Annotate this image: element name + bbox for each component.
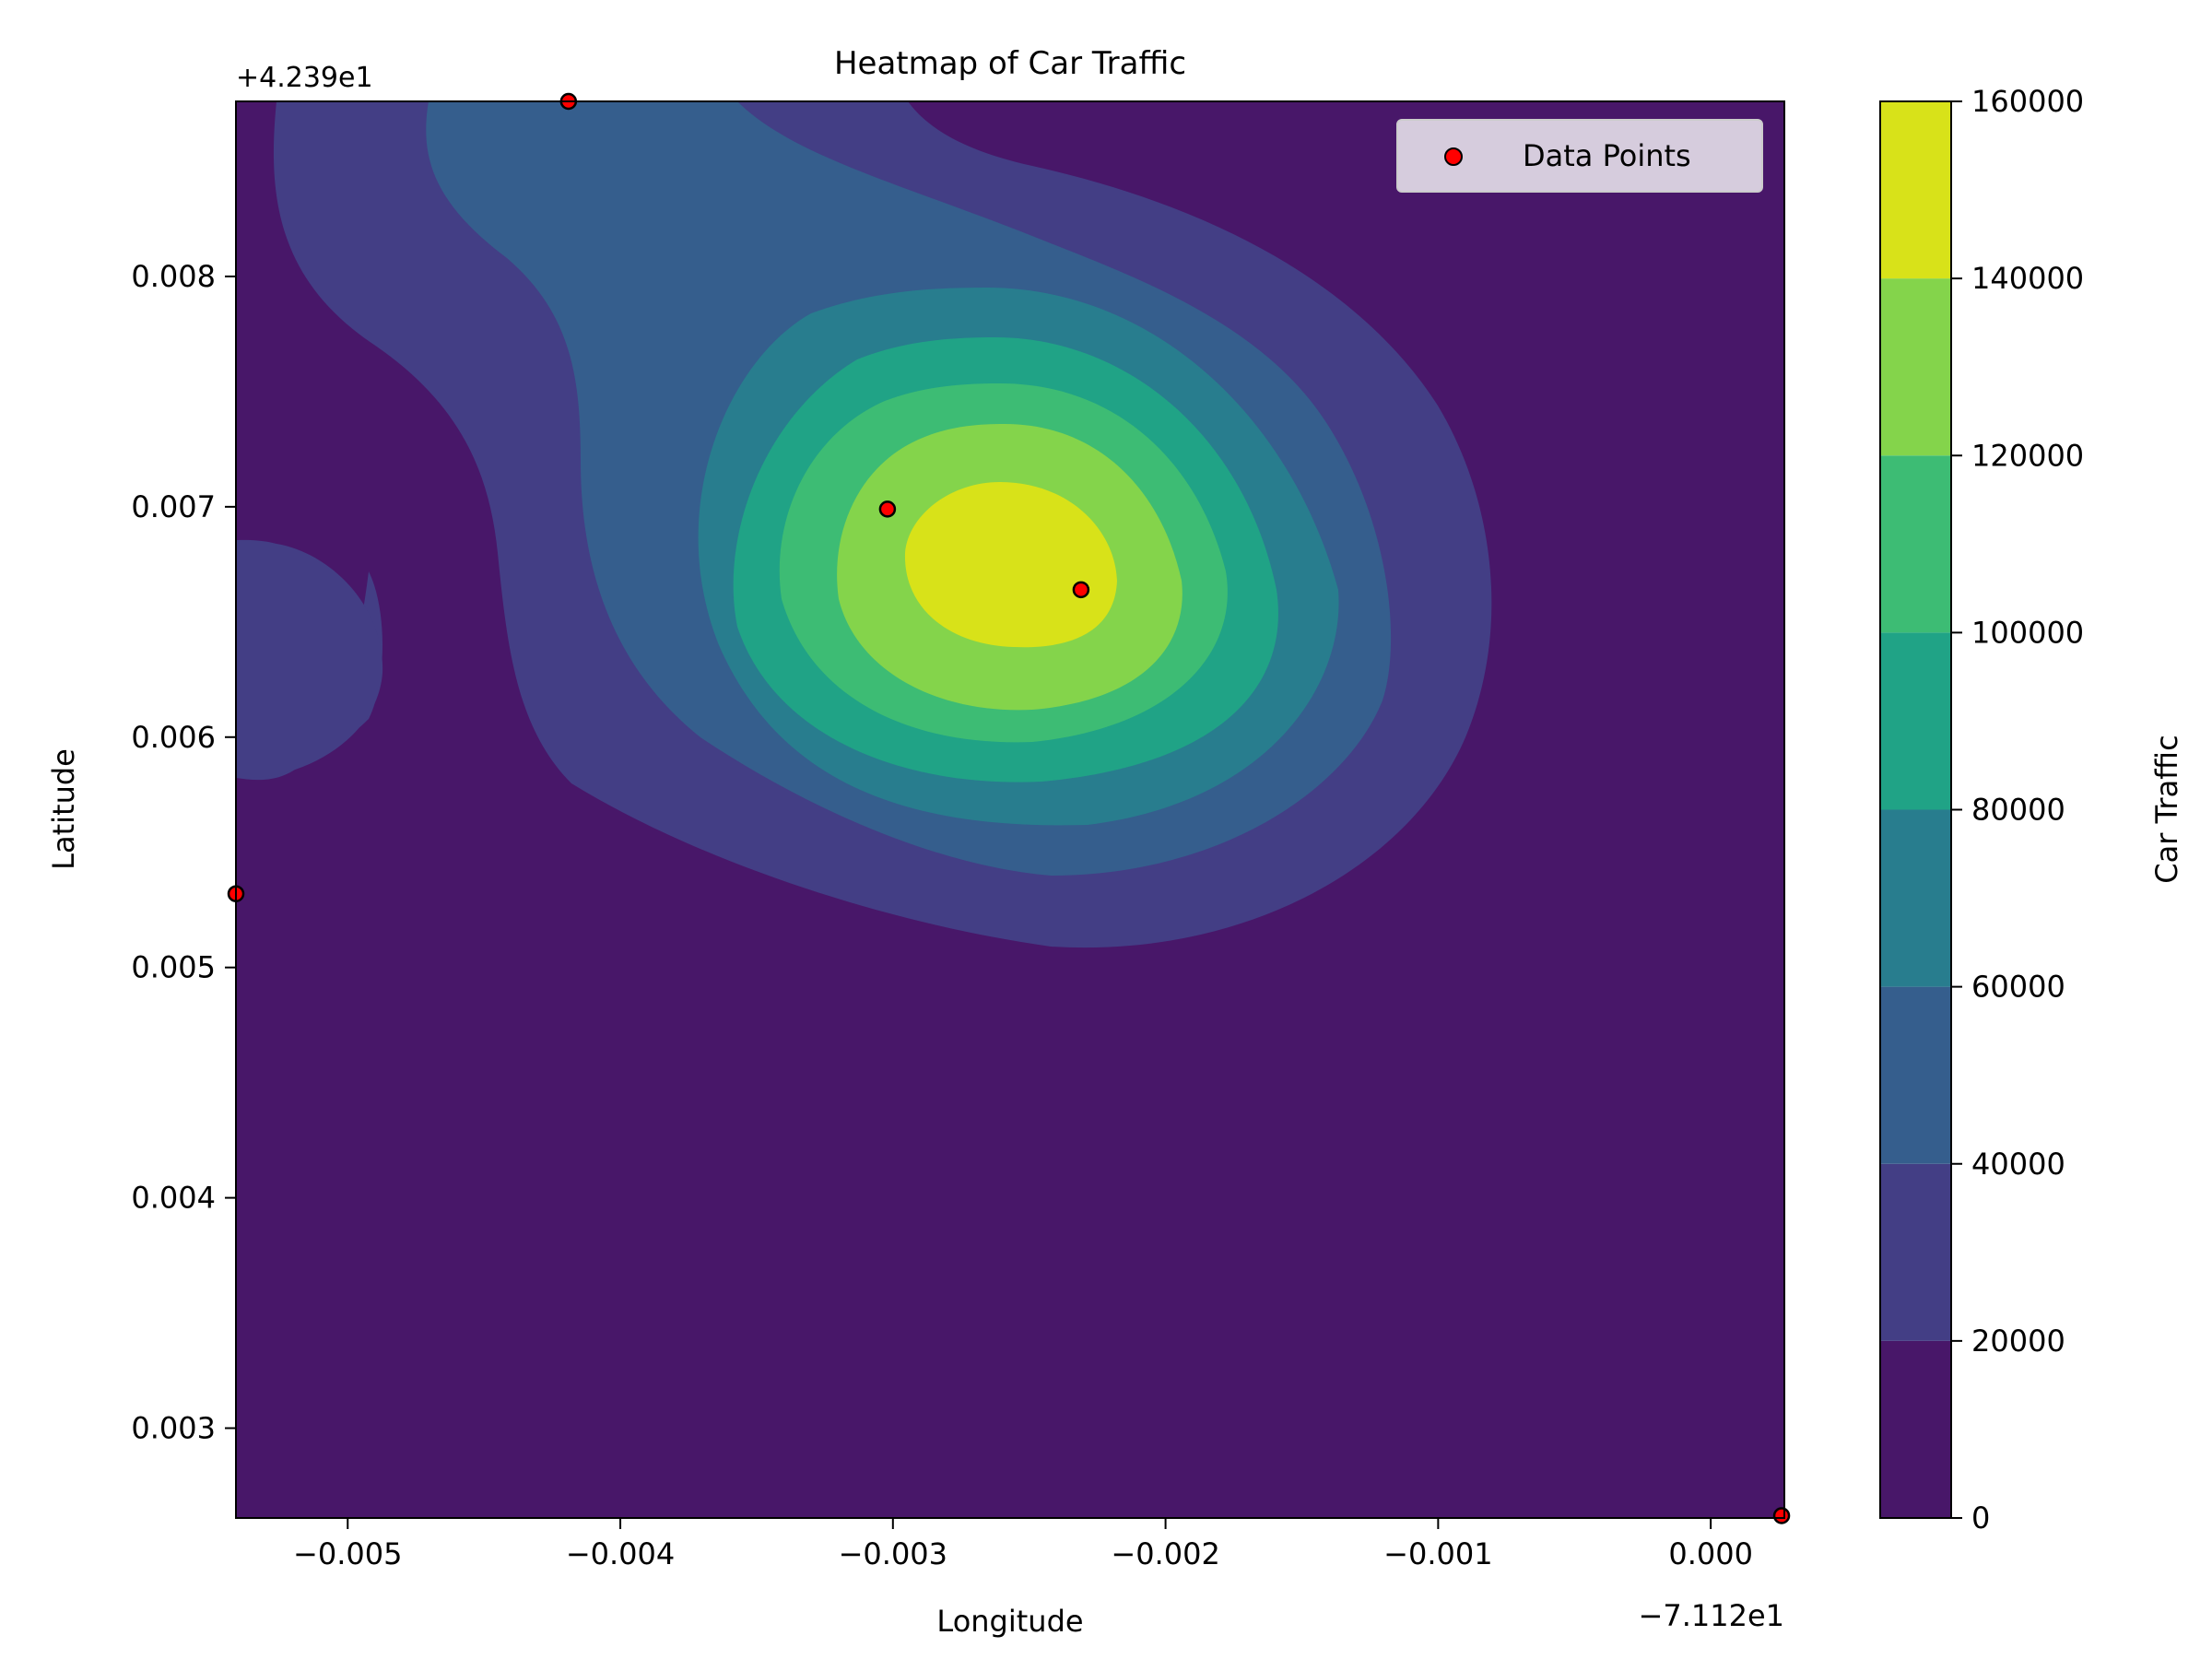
legend: Data Points [1396, 119, 1763, 193]
x-tick-label-2: −0.003 [839, 1536, 947, 1571]
contour-band-9 [904, 482, 1117, 648]
colorbar-label: Car Traffic [2149, 735, 2184, 883]
legend-box [1396, 119, 1763, 193]
contour-band-3 [236, 539, 383, 779]
x-axis: −0.005 −0.004 −0.003 −0.002 −0.001 0.000 [293, 1518, 1753, 1571]
x-tick-label-3: −0.002 [1111, 1536, 1219, 1571]
contour-layer [236, 101, 1784, 1518]
colorbar-tick-label-2: 40000 [1971, 1147, 2065, 1182]
colorbar-tick-label-0: 0 [1971, 1500, 1990, 1535]
colorbar-tick-label-5: 100000 [1971, 615, 2084, 650]
legend-label: Data Points [1523, 138, 1691, 173]
y-tick-label-1: 0.004 [131, 1181, 216, 1216]
colorbar-swatch-5 [1880, 455, 1951, 633]
data-point-3 [1072, 581, 1090, 599]
x-axis-label: Longitude [936, 1604, 1083, 1639]
y-tick-label-5: 0.008 [131, 259, 216, 294]
plot-frame [235, 100, 1785, 1519]
y-tick-label-2: 0.005 [131, 950, 216, 985]
colorbar-swatch-2 [1880, 986, 1951, 1164]
colorbar-tick-label-6: 120000 [1971, 438, 2084, 473]
y-offset-label: +4.239e1 [236, 62, 373, 94]
x-offset-label: −7.112e1 [1639, 1598, 1784, 1633]
y-tick-label-0: 0.003 [131, 1411, 216, 1446]
y-tick-label-3: 0.006 [131, 720, 216, 755]
x-tick-label-0: −0.005 [293, 1536, 402, 1571]
colorbar-swatch-1 [1880, 1163, 1951, 1341]
colorbar-tick-label-4: 80000 [1971, 793, 2065, 828]
colorbar-swatch-6 [1880, 278, 1951, 456]
y-tick-label-4: 0.007 [131, 489, 216, 524]
colorbar-tick-label-7: 140000 [1971, 261, 2084, 296]
legend-marker [1444, 147, 1463, 166]
x-tick-label-4: −0.001 [1383, 1536, 1492, 1571]
chart-title: Heatmap of Car Traffic [834, 45, 1186, 82]
colorbar: 0 20000 40000 60000 80000 100000 120000 140000 1… [1879, 84, 2084, 1535]
y-axis: 0.003 0.004 0.005 0.006 0.007 0.008 [131, 259, 236, 1446]
data-point-5 [1772, 1507, 1791, 1524]
colorbar-swatch-0 [1880, 1340, 1951, 1518]
colorbar-tick-label-8: 160000 [1971, 84, 2084, 119]
data-points-layer [227, 92, 1791, 1524]
x-tick-label-1: −0.004 [566, 1536, 675, 1571]
colorbar-swatch-3 [1880, 809, 1951, 987]
x-tick-label-5: 0.000 [1668, 1536, 1753, 1571]
data-point-2 [878, 500, 897, 518]
y-axis-label: Latitude [46, 748, 81, 870]
colorbar-tick-label-3: 60000 [1971, 970, 2065, 1005]
colorbar-swatch-4 [1880, 632, 1951, 810]
colorbar-swatch-7 [1880, 101, 1951, 279]
colorbar-tick-label-1: 20000 [1971, 1324, 2065, 1359]
